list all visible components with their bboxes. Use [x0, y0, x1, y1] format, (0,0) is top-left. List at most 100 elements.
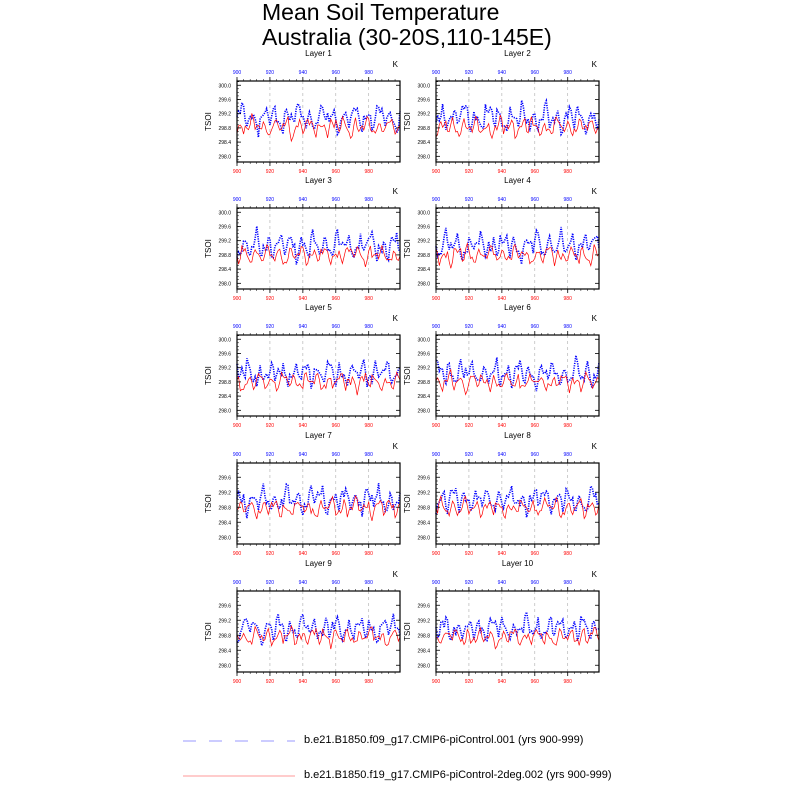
y-tick-label: 299.2: [417, 490, 430, 496]
y-axis-label: TSOI: [403, 112, 412, 131]
x-tick-label-top: 960: [332, 324, 341, 330]
y-tick-label: 298.8: [417, 253, 430, 259]
y-tick-label: 298.8: [218, 505, 231, 511]
x-tick-label-bottom: 920: [465, 551, 474, 557]
x-tick-label-bottom: 980: [365, 551, 374, 557]
x-tick-label-bottom: 900: [432, 679, 441, 685]
panel-layer-1: Layer 1 K TSOI 298.0 298.4 298.8 299.2 299.6 300…: [204, 49, 401, 175]
panel-frame: [435, 207, 600, 290]
x-tick-label-top: 940: [498, 324, 507, 330]
y-tick-label: 298.4: [417, 267, 430, 273]
x-tick-label-bottom: 900: [432, 169, 441, 175]
x-tick-label-top: 900: [233, 70, 242, 76]
figure-title-line2: Australia (30-20S,110-145E): [262, 24, 552, 50]
x-tick-label-top: 980: [564, 70, 573, 76]
y-tick-label: 298.8: [218, 633, 231, 639]
x-tick-label-top: 900: [432, 324, 441, 330]
y-tick-label: 298.4: [417, 394, 430, 400]
x-tick-label-bottom: 940: [299, 423, 308, 429]
y-tick-label: 298.0: [218, 408, 231, 414]
panel-frame: [435, 462, 600, 545]
y-tick-label: 299.6: [218, 475, 231, 481]
x-tick-label-top: 940: [299, 452, 308, 458]
y-axis-label: TSOI: [204, 622, 213, 641]
series-line-f19: [435, 368, 600, 396]
y-tick-label: 299.2: [218, 239, 231, 245]
x-tick-label-top: 980: [365, 70, 374, 76]
y-tick-label: 298.0: [218, 663, 231, 669]
panel-frame: [435, 80, 600, 163]
y-axis-label: TSOI: [204, 494, 213, 513]
y-tick-label: 299.6: [417, 475, 430, 481]
y-tick-label: 298.8: [218, 380, 231, 386]
y-tick-label: 299.2: [218, 366, 231, 372]
x-tick-label-top: 960: [531, 324, 540, 330]
x-tick-label-top: 940: [299, 197, 308, 203]
x-tick-label-bottom: 920: [266, 679, 275, 685]
panel-units: K: [393, 314, 399, 323]
y-axis-label: TSOI: [403, 239, 412, 258]
y-tick-label: 300.0: [218, 210, 231, 216]
x-tick-label-bottom: 900: [233, 679, 242, 685]
panel-layer-4: Layer 4 K TSOI 298.0 298.4 298.8 299.2 299.6 300…: [403, 176, 600, 302]
y-tick-label: 298.4: [218, 140, 231, 146]
series-line-f09: [435, 355, 600, 392]
x-tick-label-bottom: 960: [531, 296, 540, 302]
panel-title: Layer 9: [305, 559, 332, 568]
x-tick-label-bottom: 940: [498, 296, 507, 302]
x-tick-label-top: 980: [365, 452, 374, 458]
series-line-f19: [435, 242, 600, 269]
legend-label-f19: b.e21.B1850.f19_g17.CMIP6-piControl-2deg…: [304, 769, 612, 781]
y-axis-label: TSOI: [403, 366, 412, 385]
y-tick-label: 299.2: [417, 366, 430, 372]
x-tick-label-top: 940: [299, 580, 308, 586]
x-tick-label-bottom: 980: [365, 423, 374, 429]
x-tick-label-top: 920: [465, 580, 474, 586]
x-tick-label-top: 960: [531, 70, 540, 76]
y-tick-label: 300.0: [218, 337, 231, 343]
x-tick-label-top: 940: [498, 452, 507, 458]
x-tick-label-top: 980: [564, 452, 573, 458]
x-tick-label-top: 900: [233, 452, 242, 458]
panel-frame: [236, 207, 401, 290]
panel-layer-10: Layer 10 K TSOI 298.0 298.4 298.8 299.2 299.6 90…: [403, 559, 600, 685]
series-line-f19: [236, 494, 401, 521]
panel-layer-8: Layer 8 K TSOI 298.0 298.4 298.8 299.2 299.6 900…: [403, 431, 600, 557]
y-axis-label: TSOI: [204, 239, 213, 258]
panel-units: K: [592, 314, 598, 323]
x-tick-label-bottom: 960: [531, 423, 540, 429]
y-axis-label: TSOI: [204, 366, 213, 385]
y-tick-label: 298.4: [417, 140, 430, 146]
x-tick-label-bottom: 900: [432, 423, 441, 429]
panel-title: Layer 6: [504, 303, 531, 312]
x-tick-label-bottom: 940: [498, 169, 507, 175]
x-tick-label-bottom: 900: [432, 551, 441, 557]
series-line-f19: [236, 624, 401, 650]
panel-units: K: [393, 187, 399, 196]
x-tick-label-bottom: 920: [266, 296, 275, 302]
legend-label-f09: b.e21.B1850.f09_g17.CMIP6-piControl.001 …: [304, 734, 584, 746]
x-tick-label-top: 960: [332, 70, 341, 76]
x-tick-label-bottom: 920: [465, 169, 474, 175]
x-tick-label-bottom: 960: [332, 169, 341, 175]
x-tick-label-top: 900: [432, 197, 441, 203]
x-tick-label-top: 960: [332, 580, 341, 586]
y-tick-label: 299.6: [417, 603, 430, 609]
y-tick-label: 298.0: [417, 408, 430, 414]
panel-frame: [236, 590, 401, 673]
y-tick-label: 298.4: [218, 394, 231, 400]
x-tick-label-bottom: 980: [564, 679, 573, 685]
x-tick-label-top: 960: [531, 580, 540, 586]
x-tick-label-bottom: 960: [332, 679, 341, 685]
panel-layer-2: Layer 2 K TSOI 298.0 298.4 298.8 299.2 299.6 300…: [403, 49, 600, 175]
figure-title-line1: Mean Soil Temperature: [262, 0, 500, 25]
series-line-f19: [236, 371, 401, 396]
x-tick-label-top: 920: [465, 452, 474, 458]
x-tick-label-bottom: 960: [332, 296, 341, 302]
y-tick-label: 298.0: [218, 154, 231, 160]
series-line-f09: [236, 100, 401, 138]
x-tick-label-bottom: 940: [498, 679, 507, 685]
y-tick-label: 299.2: [417, 239, 430, 245]
y-tick-label: 299.6: [417, 351, 430, 357]
